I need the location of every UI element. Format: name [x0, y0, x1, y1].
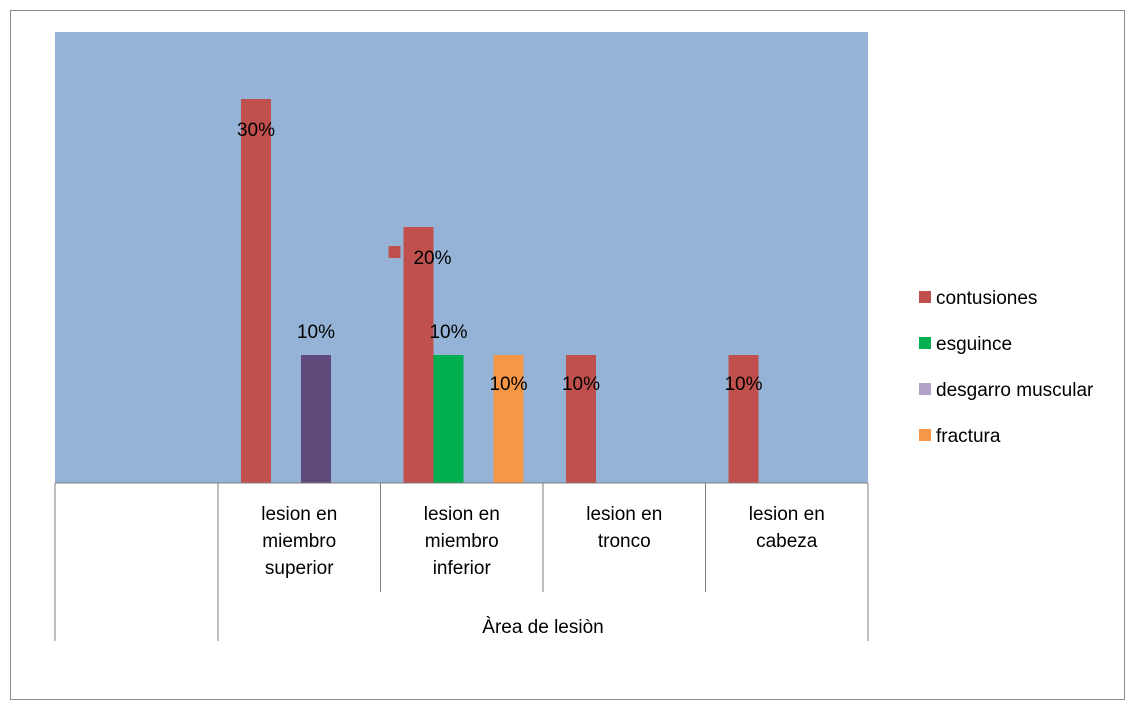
legend-swatch-esguince	[919, 337, 931, 349]
legend-swatch-desgarro-muscular	[919, 383, 931, 395]
legend-swatch-contusiones	[919, 291, 931, 303]
data-labels-layer: 30% 20% 10% 10% 10% 10% 10%	[237, 120, 763, 395]
data-label-contusiones-0: 30%	[237, 120, 275, 141]
bar-contusiones-1	[403, 227, 434, 483]
data-label-desgarro-muscular-0: 10%	[297, 322, 335, 343]
bar-fractura-1	[493, 355, 524, 483]
data-label-contusiones-3: 10%	[724, 374, 762, 395]
data-label-fractura-1: 10%	[489, 374, 527, 395]
legend-label-fractura: fractura	[936, 426, 1001, 447]
legend-label-esguince: esguince	[936, 334, 1012, 355]
bar-contusiones-0	[241, 99, 271, 483]
legend-label-contusiones: contusiones	[936, 288, 1037, 309]
category-label-3: lesion en cabeza	[749, 504, 825, 552]
data-label-esguince-1: 10%	[429, 322, 467, 343]
category-label-1: lesion en miembro inferior	[424, 504, 500, 579]
bar-esguince-1	[433, 355, 464, 483]
category-label-0: lesion en miembro superior	[261, 504, 337, 579]
data-label-contusiones-2: 10%	[562, 374, 600, 395]
legend-swatch-fractura	[919, 429, 931, 441]
bar-contusiones-3	[728, 355, 759, 483]
legend-label-desgarro-muscular: desgarro muscular	[936, 380, 1094, 401]
data-label-marker-contusiones	[388, 246, 401, 258]
bar-desgarro-muscular-0	[301, 355, 331, 483]
category-group-label: Àrea de lesiòn	[482, 617, 603, 638]
data-label-contusiones-1: 20%	[413, 248, 451, 269]
category-label-2: lesion en tronco	[586, 504, 662, 552]
legend: contusiones esguince desgarro muscular frac…	[919, 288, 1094, 447]
bars-layer	[241, 99, 759, 483]
bar-contusiones-2	[566, 355, 596, 483]
category-axis-table: lesion en miembro superior lesion en miembro…	[54, 482, 869, 641]
